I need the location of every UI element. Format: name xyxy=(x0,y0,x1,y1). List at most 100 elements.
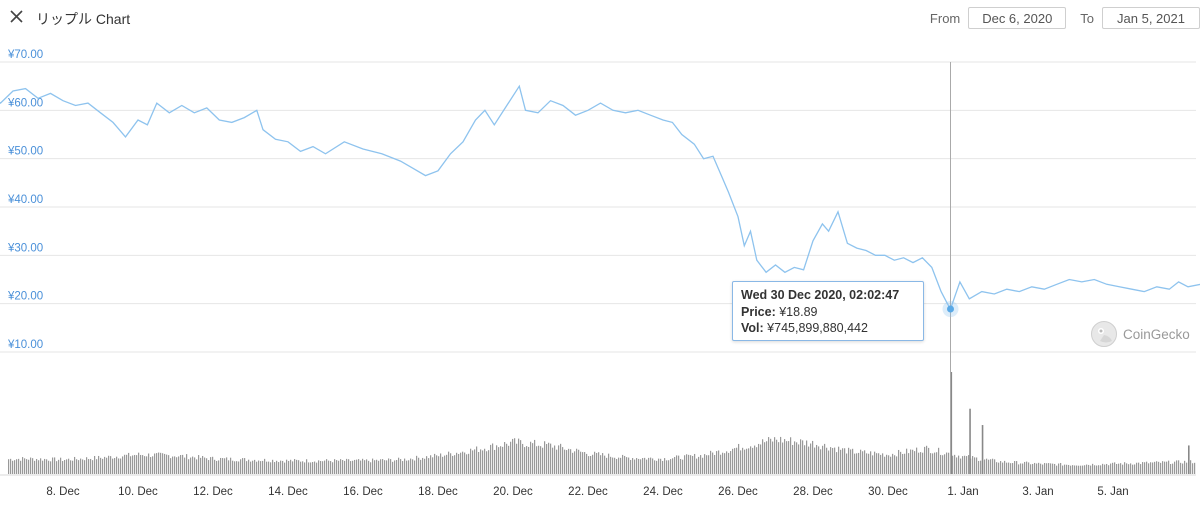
volume-bar xyxy=(190,457,192,474)
y-tick-label: ¥40.00 xyxy=(7,194,43,206)
volume-bar xyxy=(684,455,686,474)
volume-bar xyxy=(124,454,126,474)
volume-bar xyxy=(278,462,280,474)
volume-bar xyxy=(398,457,400,474)
volume-bar xyxy=(1012,463,1014,474)
y-tick-label: ¥50.00 xyxy=(7,146,43,158)
volume-bar xyxy=(824,443,826,474)
volume-bar xyxy=(1058,463,1060,474)
volume-bar xyxy=(164,453,166,474)
volume-bar xyxy=(92,460,94,474)
chart-header: リップル Chart From Dec 6, 2020 To Jan 5, 20… xyxy=(0,0,1200,36)
volume-bar xyxy=(314,461,316,474)
volume-bar xyxy=(206,458,208,474)
volume-bar xyxy=(298,460,300,474)
volume-bar xyxy=(1048,463,1050,474)
volume-bar xyxy=(1004,460,1006,474)
volume-bar xyxy=(856,453,858,474)
volume-bar xyxy=(1182,463,1184,474)
volume-bar xyxy=(772,441,774,474)
volume-bar xyxy=(292,461,294,474)
tooltip-vol: Vol: ¥745,899,880,442 xyxy=(741,321,868,335)
volume-bar xyxy=(842,448,844,474)
volume-bar xyxy=(666,460,668,474)
volume-bar xyxy=(194,457,196,474)
volume-bar xyxy=(1094,465,1096,474)
volume-bar xyxy=(820,449,822,474)
volume-bar xyxy=(188,459,190,474)
volume-bar xyxy=(990,459,992,474)
volume-bar xyxy=(766,441,768,474)
volume-bar xyxy=(438,456,440,474)
volume-bar xyxy=(320,460,322,474)
volume-bar xyxy=(416,455,418,474)
volume-bar xyxy=(786,441,788,474)
volume-bar xyxy=(748,448,750,474)
close-icon[interactable] xyxy=(6,6,28,28)
volume-bar xyxy=(546,444,548,474)
volume-bar xyxy=(106,457,108,474)
volume-bar xyxy=(756,447,758,474)
volume-bar xyxy=(754,445,756,474)
volume-bar xyxy=(370,462,372,474)
volume-bar xyxy=(392,461,394,474)
volume-bar xyxy=(1160,462,1162,474)
volume-bar xyxy=(400,459,402,474)
volume-bar xyxy=(1020,463,1022,474)
volume-bar xyxy=(460,452,462,474)
volume-bar xyxy=(506,443,508,474)
volume-bar xyxy=(992,458,994,474)
volume-bar xyxy=(1100,465,1102,474)
volume-bar xyxy=(308,462,310,474)
volume-bar xyxy=(872,455,874,474)
x-tick-label: 12. Dec xyxy=(193,486,233,498)
volume-bar xyxy=(144,456,146,474)
volume-bar xyxy=(384,460,386,474)
volume-bar xyxy=(238,461,240,474)
volume-bar xyxy=(562,447,564,474)
volume-bar xyxy=(414,460,416,474)
volume-bar xyxy=(1164,461,1166,474)
volume-bar xyxy=(368,460,370,474)
volume-bar xyxy=(476,446,478,474)
volume-bar xyxy=(764,442,766,474)
volume-bar xyxy=(682,459,684,474)
volume-bar xyxy=(18,458,20,474)
volume-bar xyxy=(200,457,202,474)
volume-bar xyxy=(218,460,220,474)
volume-bar xyxy=(952,455,954,474)
volume-bar xyxy=(442,456,444,474)
chart-title: リップル Chart xyxy=(36,11,131,27)
volume-bar xyxy=(1084,465,1086,474)
volume-bar xyxy=(928,447,930,474)
volume-bar xyxy=(28,459,30,474)
x-tick-label: 26. Dec xyxy=(718,486,758,498)
volume-bar xyxy=(768,437,770,474)
x-tick-label: 14. Dec xyxy=(268,486,308,498)
volume-bar xyxy=(26,459,28,474)
volume-bar xyxy=(284,462,286,474)
volume-bar xyxy=(572,452,574,474)
volume-bar xyxy=(518,438,520,474)
volume-bar xyxy=(112,458,114,474)
volume-bar xyxy=(1172,463,1174,474)
volume-bar xyxy=(740,450,742,474)
volume-bar xyxy=(962,456,964,474)
volume-bar xyxy=(44,458,46,474)
volume-bar xyxy=(522,443,524,474)
volume-bar xyxy=(870,451,872,474)
volume-bar xyxy=(626,457,628,474)
x-tick-label: 5. Jan xyxy=(1097,486,1128,498)
volume-bar xyxy=(544,441,546,474)
volume-bar xyxy=(574,451,576,474)
volume-bar xyxy=(478,452,480,474)
from-date-input[interactable]: Dec 6, 2020 xyxy=(968,7,1067,29)
volume-bar xyxy=(1158,461,1160,474)
coingecko-watermark: CoinGecko xyxy=(1090,320,1190,348)
volume-bar xyxy=(224,458,226,474)
volume-bar xyxy=(994,459,996,474)
volume-bar xyxy=(594,451,596,474)
volume-bar xyxy=(800,439,802,474)
volume-bar xyxy=(122,456,124,474)
